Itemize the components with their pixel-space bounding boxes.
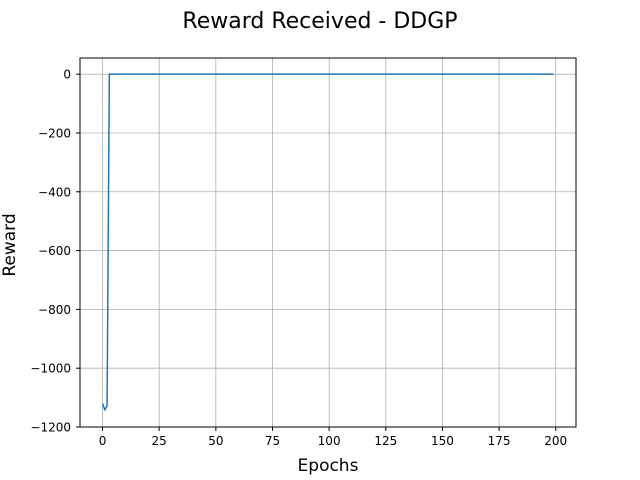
x-tick-label: 150 (431, 434, 454, 448)
y-axis-label: Reward (0, 213, 20, 276)
x-tick-label: 100 (318, 434, 341, 448)
y-tick-label: −400 (38, 185, 71, 199)
grid (80, 58, 576, 428)
plot-frame (79, 57, 577, 428)
ticks: 0 25 50 75 100 125 150 175 200 −1200 −1000 −800 −600… (30, 68, 567, 448)
y-tick-label: −1000 (30, 362, 71, 376)
x-tick-label: 200 (544, 434, 567, 448)
y-tick-label: −200 (38, 126, 71, 140)
x-axis-label: Epochs (298, 456, 359, 476)
x-tick-label: 75 (265, 434, 280, 448)
chart-title: Reward Received - DDGP (182, 9, 457, 34)
x-tick-label: 125 (374, 434, 397, 448)
y-tick-label: −800 (38, 303, 71, 317)
series-line (101, 73, 554, 411)
x-tick-label: 50 (208, 434, 223, 448)
y-tick-label: 0 (63, 68, 71, 82)
series-layer (101, 73, 554, 411)
y-tick-label: −1200 (30, 421, 71, 435)
x-tick-label: 25 (152, 434, 167, 448)
x-tick-label: 0 (99, 434, 107, 448)
x-tick-label: 175 (488, 434, 511, 448)
y-tick-label: −600 (38, 244, 71, 258)
